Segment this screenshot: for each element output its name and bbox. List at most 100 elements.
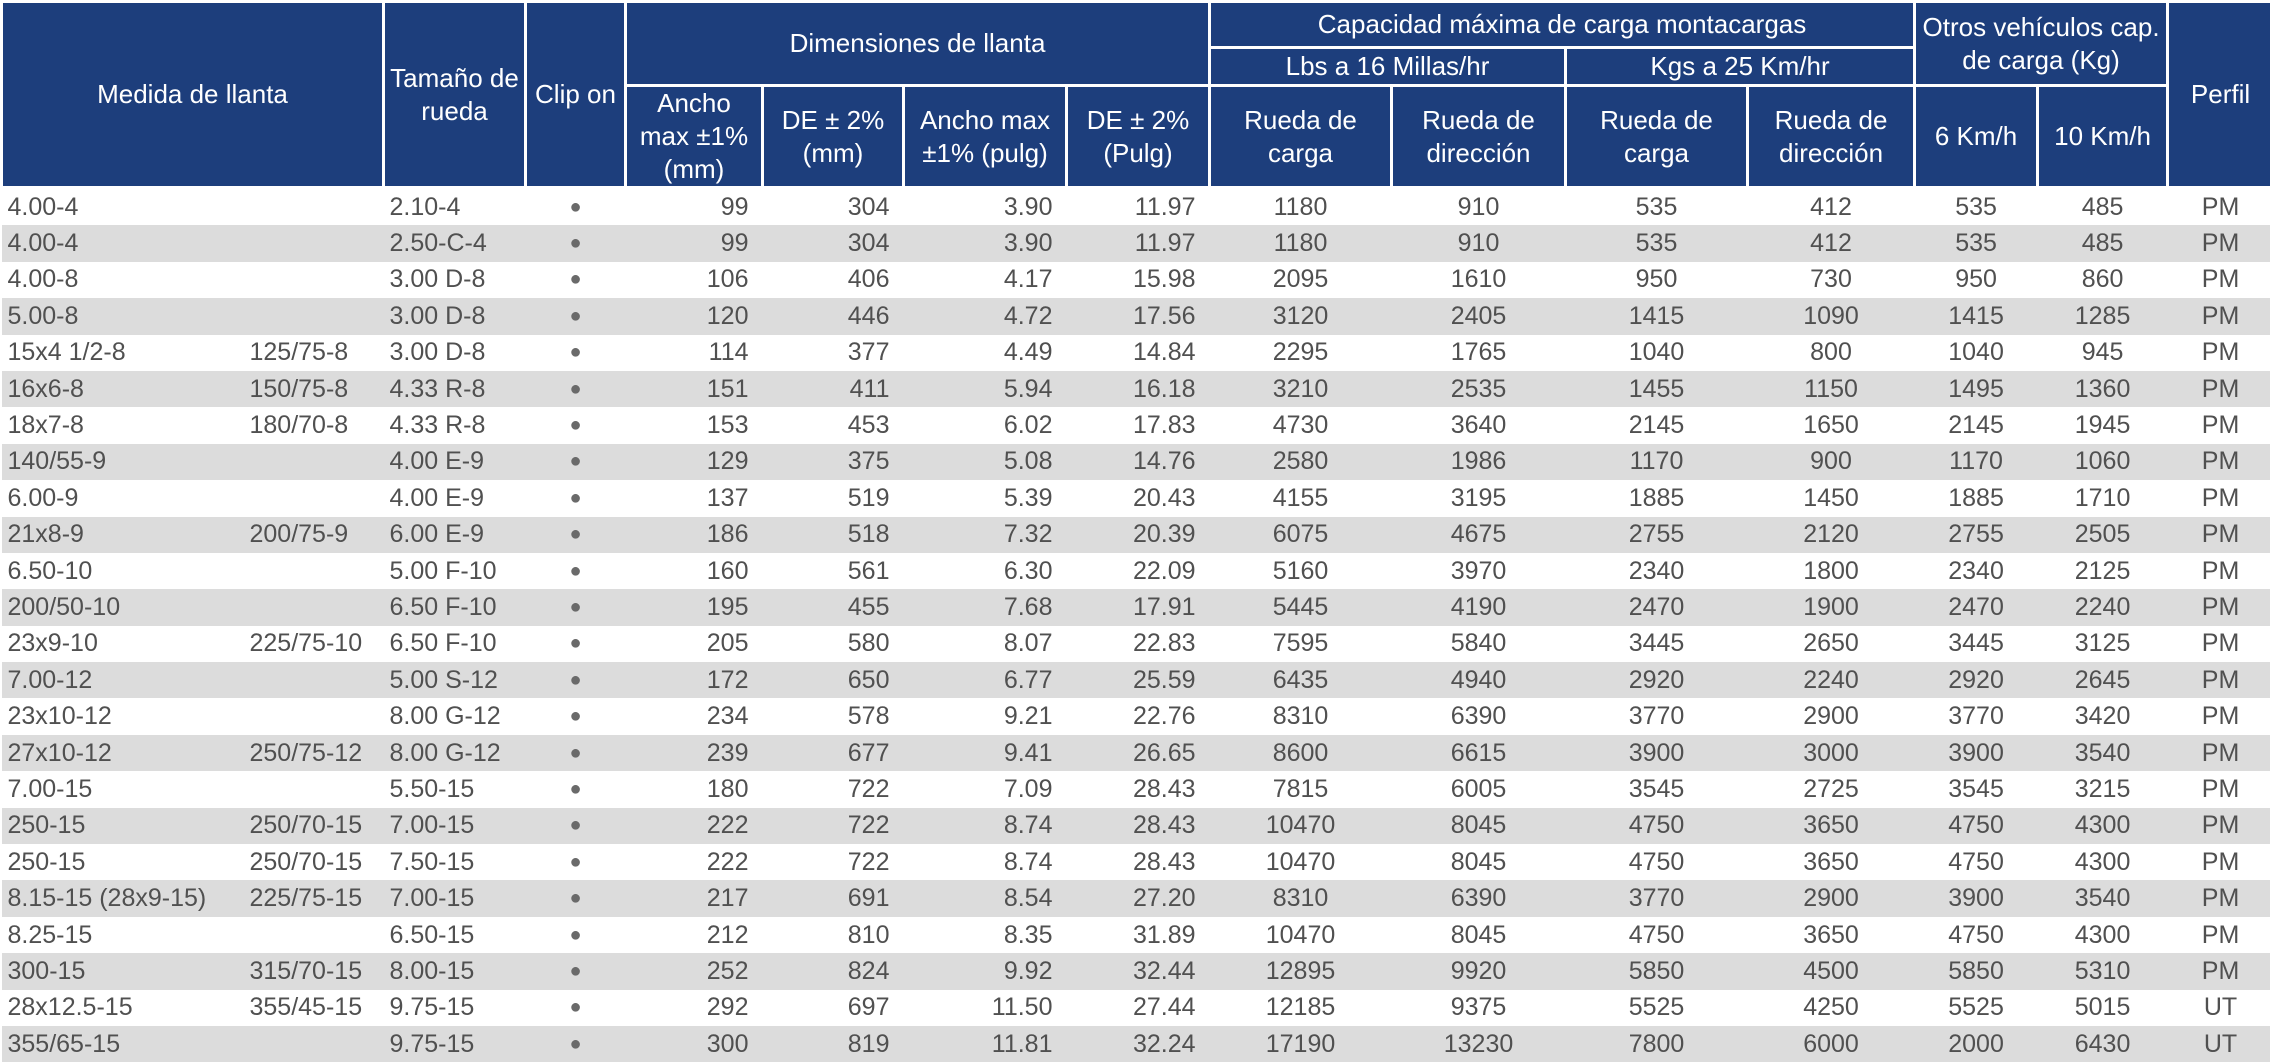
cell-6kmh: 535 [1915,225,2038,261]
cell-6kmh: 5525 [1915,990,2038,1026]
cell-medida-metrica [244,1026,384,1062]
cell-medida: 5.00-8 [2,298,244,334]
cell-perfil: PM [2168,626,2270,662]
cell-kgs-rueda-direccion: 2120 [1748,517,1915,553]
cell-ancho-mm: 114 [626,335,763,371]
cell-lbs-rueda-carga: 6435 [1210,662,1392,698]
cell-6kmh: 2340 [1915,553,2038,589]
cell-kgs-rueda-carga: 1885 [1566,480,1748,516]
cell-medida-metrica: 250/75-12 [244,735,384,771]
cell-de-mm: 518 [763,517,904,553]
cell-medida: 16x6-8 [2,371,244,407]
cell-tamano-rueda: 9.75-15 [384,1026,526,1062]
cell-de-pulg: 26.65 [1067,735,1210,771]
cell-tamano-rueda: 3.00 D-8 [384,335,526,371]
cell-kgs-rueda-carga: 3770 [1566,880,1748,916]
cell-kgs-rueda-carga: 3445 [1566,626,1748,662]
cell-10kmh: 3125 [2038,626,2168,662]
cell-10kmh: 1060 [2038,444,2168,480]
cell-6kmh: 2755 [1915,517,2038,553]
cell-de-pulg: 17.91 [1067,589,1210,625]
cell-ancho-pulg: 4.49 [904,335,1067,371]
cell-ancho-pulg: 3.90 [904,225,1067,261]
cell-10kmh: 3540 [2038,880,2168,916]
clip-on-bullet-icon: ● [526,480,626,516]
cell-medida-metrica [244,553,384,589]
cell-lbs-rueda-direccion: 3195 [1392,480,1566,516]
cell-perfil: PM [2168,553,2270,589]
cell-ancho-mm: 99 [626,188,763,226]
cell-de-pulg: 17.56 [1067,298,1210,334]
clip-on-bullet-icon: ● [526,626,626,662]
cell-10kmh: 860 [2038,262,2168,298]
cell-perfil: PM [2168,335,2270,371]
cell-medida-metrica: 355/45-15 [244,990,384,1026]
clip-on-bullet-icon: ● [526,1026,626,1062]
cell-de-mm: 375 [763,444,904,480]
cell-kgs-rueda-carga: 950 [1566,262,1748,298]
cell-medida-metrica [244,225,384,261]
clip-on-bullet-icon: ● [526,444,626,480]
cell-ancho-pulg: 4.72 [904,298,1067,334]
clip-on-bullet-icon: ● [526,188,626,226]
cell-medida-metrica [244,480,384,516]
clip-on-bullet-icon: ● [526,917,626,953]
cell-lbs-rueda-direccion: 9375 [1392,990,1566,1026]
cell-kgs-rueda-direccion: 2900 [1748,698,1915,734]
cell-lbs-rueda-direccion: 4190 [1392,589,1566,625]
cell-de-pulg: 27.44 [1067,990,1210,1026]
cell-6kmh: 1040 [1915,335,2038,371]
cell-lbs-rueda-carga: 8310 [1210,880,1392,916]
cell-6kmh: 4750 [1915,917,2038,953]
cell-de-pulg: 17.83 [1067,407,1210,443]
cell-ancho-pulg: 3.90 [904,188,1067,226]
cell-medida: 28x12.5-15 [2,990,244,1026]
cell-6kmh: 3445 [1915,626,2038,662]
cell-de-pulg: 32.44 [1067,953,1210,989]
cell-de-pulg: 11.97 [1067,225,1210,261]
cell-6kmh: 1415 [1915,298,2038,334]
cell-de-pulg: 20.43 [1067,480,1210,516]
cell-de-mm: 810 [763,917,904,953]
cell-perfil: PM [2168,407,2270,443]
cell-lbs-rueda-direccion: 8045 [1392,844,1566,880]
cell-medida-metrica [244,771,384,807]
cell-ancho-pulg: 8.07 [904,626,1067,662]
clip-on-bullet-icon: ● [526,335,626,371]
cell-de-mm: 453 [763,407,904,443]
cell-medida-metrica: 200/75-9 [244,517,384,553]
cell-lbs-rueda-carga: 17190 [1210,1026,1392,1062]
cell-medida-metrica [244,298,384,334]
clip-on-bullet-icon: ● [526,953,626,989]
clip-on-bullet-icon: ● [526,298,626,334]
cell-medida-metrica [244,698,384,734]
cell-ancho-pulg: 7.68 [904,589,1067,625]
cell-kgs-rueda-carga: 2145 [1566,407,1748,443]
cell-de-pulg: 22.09 [1067,553,1210,589]
cell-tamano-rueda: 8.00 G-12 [384,698,526,734]
cell-10kmh: 3540 [2038,735,2168,771]
cell-medida: 6.50-10 [2,553,244,589]
cell-kgs-rueda-direccion: 4250 [1748,990,1915,1026]
cell-kgs-rueda-direccion: 4500 [1748,953,1915,989]
cell-tamano-rueda: 7.00-15 [384,880,526,916]
cell-lbs-rueda-direccion: 8045 [1392,808,1566,844]
cell-medida-metrica [244,662,384,698]
cell-kgs-rueda-direccion: 412 [1748,225,1915,261]
header-clip: Clip on [526,2,626,188]
cell-kgs-rueda-direccion: 1650 [1748,407,1915,443]
cell-perfil: PM [2168,444,2270,480]
cell-ancho-mm: 234 [626,698,763,734]
cell-kgs-rueda-direccion: 2900 [1748,880,1915,916]
cell-10kmh: 1285 [2038,298,2168,334]
